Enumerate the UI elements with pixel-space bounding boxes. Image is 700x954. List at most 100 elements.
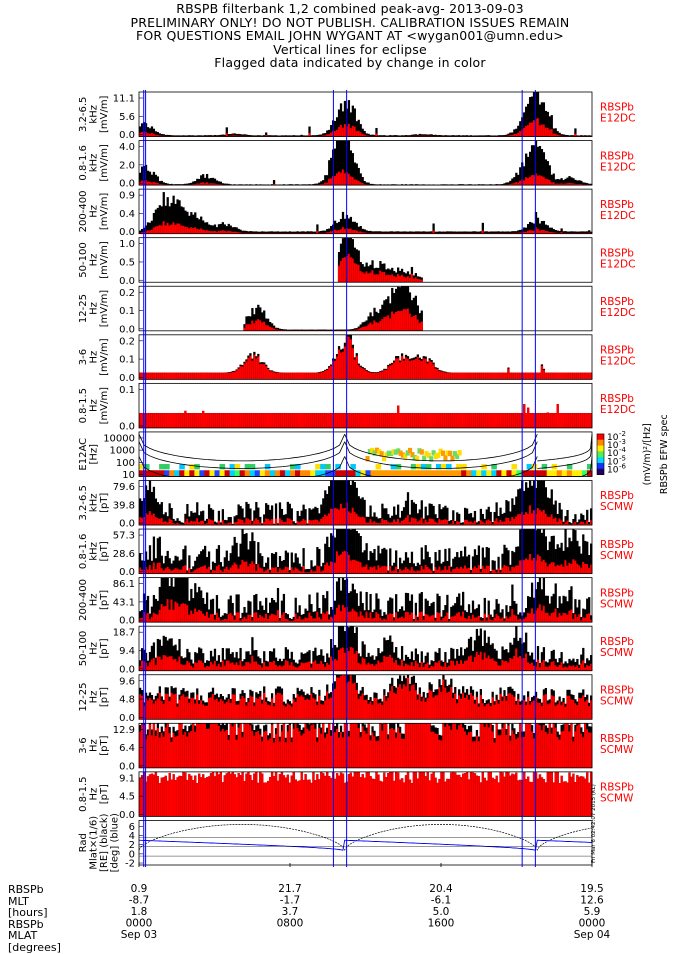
average-bar bbox=[354, 179, 356, 185]
average-bar bbox=[249, 564, 251, 574]
average-bar bbox=[251, 656, 253, 671]
average-bar bbox=[537, 373, 539, 380]
average-bar bbox=[415, 277, 417, 282]
average-bar bbox=[360, 562, 362, 573]
average-bar bbox=[234, 695, 236, 720]
average-bar bbox=[555, 665, 557, 670]
average-bar bbox=[261, 568, 263, 573]
average-bar bbox=[476, 652, 478, 671]
average-bar bbox=[348, 337, 350, 380]
average-bar bbox=[446, 570, 448, 574]
average-bar bbox=[360, 328, 362, 331]
panel-tag-instrument: E12DC bbox=[600, 258, 635, 270]
average-bar bbox=[326, 611, 328, 622]
spectrogram-cell bbox=[144, 470, 150, 476]
average-bar bbox=[184, 604, 186, 622]
average-bar bbox=[204, 616, 206, 622]
average-bar bbox=[352, 230, 354, 234]
average-bar bbox=[320, 661, 322, 671]
average-bar bbox=[277, 610, 279, 622]
average-bar bbox=[200, 700, 202, 719]
average-bar bbox=[255, 661, 257, 670]
average-bar bbox=[318, 566, 320, 573]
average-bar bbox=[165, 568, 167, 573]
average-bar bbox=[163, 606, 165, 622]
average-bar bbox=[379, 663, 381, 671]
average-bar bbox=[444, 519, 446, 525]
average-bar bbox=[245, 561, 247, 573]
average-bar bbox=[562, 613, 564, 622]
average-bar bbox=[578, 614, 580, 622]
spectrogram-cell bbox=[275, 470, 281, 476]
average-bar bbox=[393, 520, 395, 526]
average-bar bbox=[517, 657, 519, 670]
average-bar bbox=[308, 133, 310, 137]
average-bar bbox=[448, 413, 450, 428]
average-bar bbox=[182, 413, 184, 428]
average-bar bbox=[301, 413, 303, 428]
spectrogram-cell bbox=[448, 451, 452, 456]
average-bar bbox=[543, 370, 545, 379]
average-bar bbox=[468, 568, 470, 574]
average-bar bbox=[470, 521, 472, 525]
average-bar bbox=[539, 175, 541, 185]
average-bar bbox=[509, 521, 511, 525]
average-bar bbox=[381, 371, 383, 379]
average-bar bbox=[263, 662, 265, 671]
average-bar bbox=[149, 182, 151, 185]
average-bar bbox=[452, 373, 454, 380]
average-bar bbox=[352, 348, 354, 379]
average-bar bbox=[490, 413, 492, 428]
average-bar bbox=[198, 522, 200, 525]
average-bar bbox=[531, 608, 533, 622]
average-bar bbox=[273, 413, 275, 428]
y-tick-label: 0.1 bbox=[119, 355, 135, 366]
average-bar bbox=[375, 612, 377, 622]
average-bar bbox=[226, 619, 228, 622]
average-bar bbox=[364, 618, 366, 622]
y-tick-label: 0.0 bbox=[119, 227, 135, 238]
average-bar bbox=[543, 125, 545, 137]
average-bar bbox=[334, 508, 336, 525]
average-bar bbox=[484, 413, 486, 428]
spectrogram-cell bbox=[245, 470, 251, 476]
average-bar bbox=[291, 707, 293, 720]
average-bar bbox=[259, 568, 261, 574]
average-bar bbox=[230, 413, 232, 428]
average-bar bbox=[419, 323, 421, 331]
y-tick-label: 0.2 bbox=[119, 336, 135, 347]
average-bar bbox=[267, 667, 269, 671]
average-bar bbox=[427, 363, 429, 379]
average-bar bbox=[279, 518, 281, 525]
average-bar bbox=[486, 520, 488, 525]
average-bar bbox=[157, 518, 159, 525]
average-bar bbox=[425, 413, 427, 428]
average-bar bbox=[308, 373, 310, 380]
average-bar bbox=[492, 413, 494, 428]
average-bar bbox=[279, 373, 281, 380]
average-bar bbox=[167, 694, 169, 720]
average-bar bbox=[344, 508, 346, 525]
average-bar bbox=[436, 570, 438, 574]
average-bar bbox=[165, 521, 167, 525]
average-bar bbox=[468, 522, 470, 525]
average-bar bbox=[456, 521, 458, 525]
average-bar bbox=[507, 662, 509, 670]
average-bar bbox=[228, 614, 230, 622]
average-bar bbox=[228, 231, 230, 234]
average-bar bbox=[470, 619, 472, 622]
average-bar bbox=[320, 704, 322, 719]
average-bar bbox=[570, 666, 572, 671]
average-bar bbox=[354, 654, 356, 671]
average-bar bbox=[208, 519, 210, 525]
average-bar bbox=[454, 413, 456, 428]
average-bar bbox=[377, 614, 379, 622]
average-bar bbox=[568, 611, 570, 622]
average-bar bbox=[421, 413, 423, 428]
average-bar bbox=[588, 666, 590, 671]
average-bar bbox=[202, 182, 204, 185]
average-bar bbox=[527, 408, 529, 428]
average-bar bbox=[267, 413, 269, 428]
average-bar bbox=[245, 619, 247, 622]
spectrogram-cell bbox=[325, 464, 331, 469]
